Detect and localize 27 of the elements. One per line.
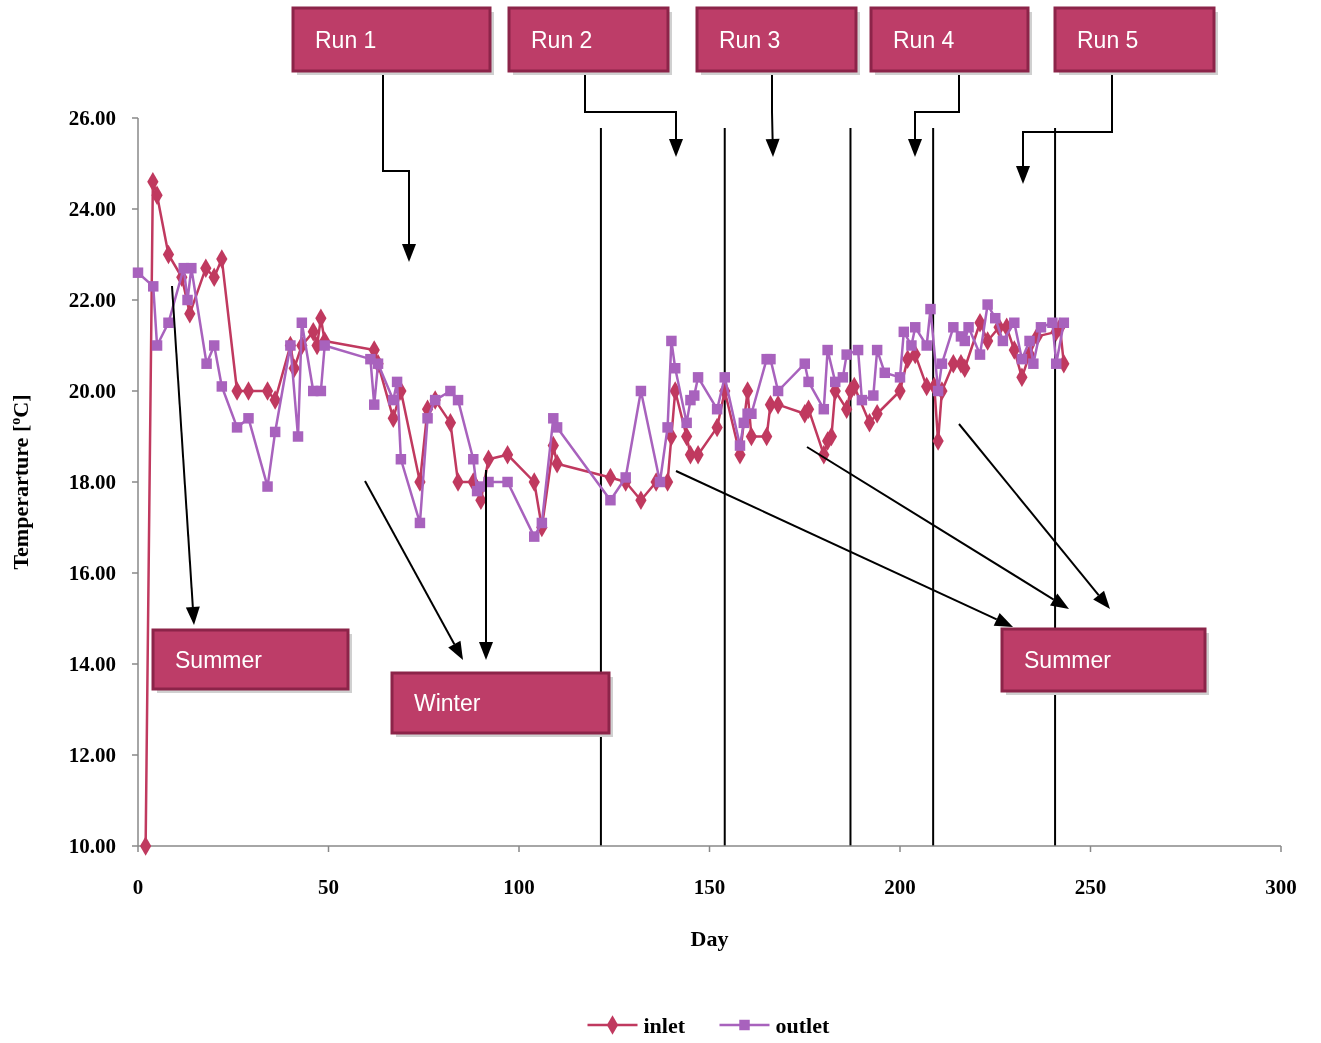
text: Run 1 (315, 26, 377, 53)
x-tick-label: 250 (1074, 875, 1107, 899)
x-tick-label: 300 (1265, 875, 1297, 899)
y-tick-label: 14.00 (68, 652, 116, 676)
x-tick-label: 0 (132, 875, 144, 899)
y-tick-label: 26.00 (68, 106, 116, 130)
y-tick-label: 12.00 (68, 743, 116, 767)
x-axis-title: Day (690, 926, 729, 951)
y-tick-label: 18.00 (68, 470, 116, 494)
x-tick-label: 150 (693, 875, 726, 899)
legend-label: inlet (643, 1012, 686, 1038)
y-tick-label: 24.00 (68, 197, 116, 221)
y-tick-label: 16.00 (68, 561, 116, 585)
annotation: Summer (175, 646, 263, 673)
text: Run 2 (531, 26, 593, 53)
text: Run 5 (1077, 26, 1139, 53)
x-tick-label: 100 (503, 875, 535, 899)
legend-label: outlet (775, 1012, 830, 1038)
annotation: Winter (414, 690, 481, 716)
y-tick-label: 10.00 (68, 834, 116, 858)
annotation: Summer (1024, 647, 1112, 673)
y-tick-label: 22.00 (68, 288, 116, 312)
y-tick-label: 20.00 (68, 379, 116, 403)
text: Run 3 (719, 26, 781, 53)
x-tick-label: 200 (884, 875, 916, 899)
text: Run 4 (893, 26, 955, 53)
x-tick-label: 50 (318, 875, 339, 899)
